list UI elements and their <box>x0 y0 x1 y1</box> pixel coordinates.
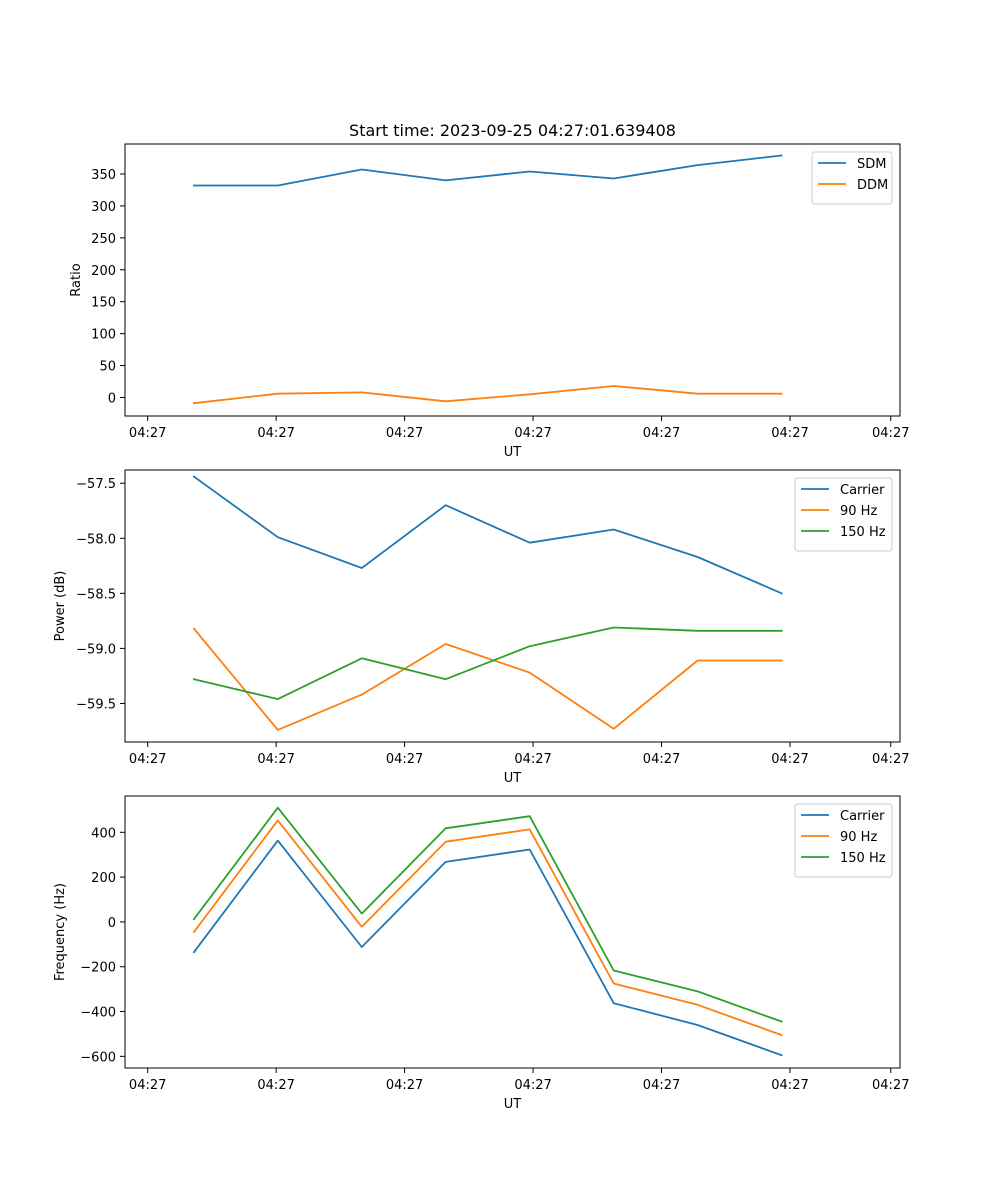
power-series-150-hz <box>192 626 783 700</box>
ratio-x-tick-label: 04:27 <box>257 426 294 441</box>
ratio-y-tick-label: 50 <box>99 360 116 375</box>
power-x-tick-label: 04:27 <box>129 752 166 767</box>
power-x-tick-label: 04:27 <box>643 752 680 767</box>
power-y-tick-label: −59.0 <box>76 642 116 657</box>
power-legend-label: 90 Hz <box>840 504 877 519</box>
power-x-tick-label: 04:27 <box>386 752 423 767</box>
ratio-x-tick-label: 04:27 <box>386 426 423 441</box>
ratio-series-ddm <box>192 385 783 405</box>
power-x-tick-label: 04:27 <box>257 752 294 767</box>
ratio-x-tick-label: 04:27 <box>129 426 166 441</box>
ratio-y-tick-label: 350 <box>91 168 116 183</box>
power-x-axis-label: UT <box>504 771 522 786</box>
frequency-x-tick-label: 04:27 <box>386 1078 423 1093</box>
frequency-series-carrier <box>192 839 783 1057</box>
frequency-series-150-hz <box>192 806 783 1023</box>
ratio-x-tick-label: 04:27 <box>872 426 909 441</box>
power-series-90-hz <box>192 627 783 731</box>
frequency-x-tick-label: 04:27 <box>771 1078 808 1093</box>
frequency-x-tick-label: 04:27 <box>129 1078 166 1093</box>
power-legend-label: 150 Hz <box>840 525 886 540</box>
ratio-y-axis-label: Ratio <box>69 263 84 296</box>
power-x-tick-label: 04:27 <box>872 752 909 767</box>
power-y-tick-label: −57.5 <box>76 477 116 492</box>
ratio-y-tick-label: 250 <box>91 232 116 247</box>
frequency-panel: 04:27 04:27 04:27 04:27 04:27 04:27 04:27 400 20… <box>53 795 909 1112</box>
ratio-axes-frame <box>124 143 901 417</box>
power-legend-label: Carrier <box>840 483 885 498</box>
ratio-x-tick-label: 04:27 <box>771 426 808 441</box>
ratio-legend-box <box>811 151 893 205</box>
frequency-y-tick-label: −600 <box>80 1050 116 1065</box>
frequency-y-tick-label: 0 <box>108 916 116 931</box>
frequency-legend-box <box>794 803 893 878</box>
ratio-y-tick-label: 100 <box>91 328 116 343</box>
power-x-tick-label: 04:27 <box>771 752 808 767</box>
power-axes-frame <box>124 469 901 743</box>
frequency-axes-frame <box>124 795 901 1069</box>
power-y-tick-label: −59.5 <box>76 697 116 712</box>
frequency-y-axis-label: Frequency (Hz) <box>53 883 68 981</box>
ratio-y-tick-label: 300 <box>91 200 116 215</box>
frequency-y-tick-label: −200 <box>80 961 116 976</box>
frequency-x-tick-label: 04:27 <box>514 1078 551 1093</box>
chart-title: Start time: 2023-09-25 04:27:01.639408 <box>349 121 676 140</box>
ratio-legend: SDM DDM <box>811 151 893 205</box>
power-y-axis-label: Power (dB) <box>53 571 68 642</box>
frequency-x-tick-label: 04:27 <box>643 1078 680 1093</box>
ratio-y-tick-label: 0 <box>108 391 116 406</box>
frequency-y-tick-label: 200 <box>91 871 116 886</box>
ratio-x-tick-label: 04:27 <box>514 426 551 441</box>
frequency-legend: Carrier 90 Hz 150 Hz <box>794 803 893 878</box>
power-legend-box <box>794 477 893 552</box>
power-legend: Carrier 90 Hz 150 Hz <box>794 477 893 552</box>
frequency-legend-label: 150 Hz <box>840 851 886 866</box>
ratio-legend-label: SDM <box>857 157 886 172</box>
frequency-series-90-hz <box>192 819 783 1037</box>
ratio-legend-label: DDM <box>857 178 888 193</box>
power-y-tick-label: −58.5 <box>76 587 116 602</box>
power-x-tick-label: 04:27 <box>514 752 551 767</box>
ratio-x-axis-label: UT <box>504 445 522 460</box>
power-series-carrier <box>192 475 783 595</box>
frequency-y-tick-label: −400 <box>80 1006 116 1021</box>
power-y-tick-label: −58.0 <box>76 532 116 547</box>
frequency-y-tick-label: 400 <box>91 826 116 841</box>
frequency-x-axis-label: UT <box>504 1097 522 1112</box>
frequency-legend-label: Carrier <box>840 809 885 824</box>
ratio-panel: 04:27 04:27 04:27 04:27 04:27 04:27 04:27 0 50 10… <box>69 143 909 460</box>
frequency-legend-label: 90 Hz <box>840 830 877 845</box>
ratio-y-tick-label: 150 <box>91 296 116 311</box>
frequency-x-tick-label: 04:27 <box>872 1078 909 1093</box>
frequency-x-tick-label: 04:27 <box>257 1078 294 1093</box>
ratio-x-tick-label: 04:27 <box>643 426 680 441</box>
power-panel: 04:27 04:27 04:27 04:27 04:27 04:27 04:27 −57.5… <box>53 469 909 786</box>
ratio-series-sdm <box>192 154 783 187</box>
ratio-y-tick-label: 200 <box>91 264 116 279</box>
